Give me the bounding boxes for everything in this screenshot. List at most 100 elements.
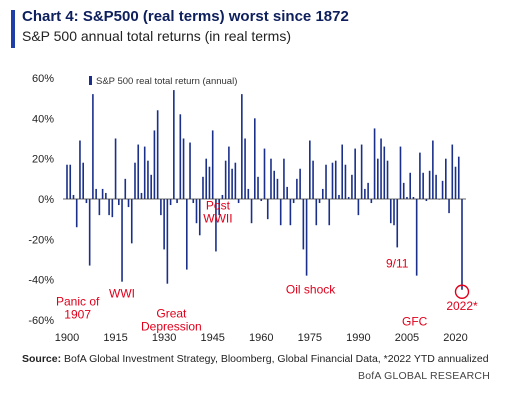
annotation-label: Panic of	[56, 295, 100, 309]
bar	[341, 144, 343, 199]
bar	[195, 199, 198, 224]
bar	[305, 199, 308, 276]
bar	[357, 199, 360, 216]
bar	[218, 199, 220, 216]
y-tick-label: -40%	[28, 275, 54, 287]
bar	[354, 148, 356, 199]
bar	[98, 199, 101, 216]
bar	[156, 110, 159, 199]
bar	[331, 162, 334, 199]
bar	[208, 166, 211, 199]
bar	[241, 94, 243, 199]
annotation-label: WWII	[203, 211, 232, 225]
x-tick-label: 1900	[55, 332, 79, 344]
annotation-label: 1907	[64, 308, 91, 322]
bar	[260, 199, 263, 202]
bar	[279, 199, 282, 226]
annotation-label: Great	[156, 307, 187, 321]
bar	[140, 192, 143, 199]
bar	[396, 199, 399, 248]
bar	[231, 168, 233, 199]
bar	[173, 90, 175, 199]
annotation-label: Depression	[141, 320, 202, 334]
bar	[130, 199, 133, 244]
bar	[182, 138, 185, 199]
bar	[325, 164, 327, 199]
bar	[69, 164, 72, 199]
bar	[380, 138, 382, 199]
x-tick-label: 2020	[443, 332, 467, 344]
bar	[127, 199, 130, 208]
bar	[289, 199, 292, 226]
annotation-label: Oil shock	[286, 283, 336, 297]
legend-swatch	[89, 76, 92, 85]
bar	[85, 199, 88, 204]
bar	[150, 174, 152, 199]
bar	[253, 118, 256, 199]
bar	[383, 146, 386, 199]
bar	[283, 158, 285, 199]
bar	[412, 196, 415, 199]
bar	[114, 138, 117, 199]
bar	[318, 199, 321, 204]
x-tick-label: 1960	[249, 332, 273, 344]
bar	[373, 128, 376, 199]
legend: S&P 500 real total return (annual)	[89, 76, 237, 87]
bar	[108, 199, 110, 216]
bar	[389, 199, 392, 224]
bar	[461, 199, 463, 290]
bar	[166, 199, 169, 284]
bar	[169, 199, 172, 206]
bar	[134, 162, 136, 199]
bar	[454, 166, 457, 199]
bar	[82, 162, 84, 199]
bar	[79, 140, 81, 199]
y-tick-label: 40%	[32, 113, 54, 125]
bar	[292, 199, 295, 204]
bar	[266, 199, 269, 220]
bar	[334, 160, 337, 199]
bar	[370, 199, 373, 204]
bar	[328, 199, 331, 226]
bar	[386, 160, 389, 199]
bar	[72, 194, 75, 199]
bar	[273, 170, 276, 199]
x-tick-label: 1990	[346, 332, 370, 344]
bar	[179, 114, 182, 199]
bar	[299, 168, 301, 199]
bar	[425, 199, 428, 202]
annotation-circle	[454, 284, 470, 299]
bar	[393, 199, 395, 226]
bar	[377, 158, 379, 199]
bar	[160, 199, 162, 216]
source-note: Source: BofA Global Investment Strategy,…	[22, 353, 489, 365]
bar	[441, 180, 444, 199]
bar	[286, 186, 288, 199]
bar-series	[66, 90, 463, 290]
bar	[445, 158, 447, 199]
bar	[338, 194, 340, 199]
bar	[399, 146, 402, 199]
legend-label: S&P 500 real total return (annual)	[96, 76, 237, 87]
bar	[153, 130, 156, 199]
bar	[257, 176, 259, 199]
bar	[360, 144, 363, 199]
source-text: BofA Global Investment Strategy, Bloombe…	[61, 353, 489, 365]
bar	[244, 138, 246, 199]
bar	[367, 182, 369, 199]
source-label: Source:	[22, 353, 62, 365]
bar	[419, 152, 421, 199]
bar	[124, 178, 127, 199]
bar	[105, 192, 107, 199]
bar	[296, 178, 298, 199]
y-tick-label: -20%	[28, 234, 54, 246]
brand-footer: BofA GLOBAL RESEARCH	[358, 370, 490, 382]
bar	[270, 158, 272, 199]
bar	[92, 94, 94, 199]
bar	[402, 182, 405, 199]
bar	[347, 196, 350, 199]
bar	[118, 199, 120, 206]
bar	[312, 160, 314, 199]
bar	[221, 194, 224, 199]
